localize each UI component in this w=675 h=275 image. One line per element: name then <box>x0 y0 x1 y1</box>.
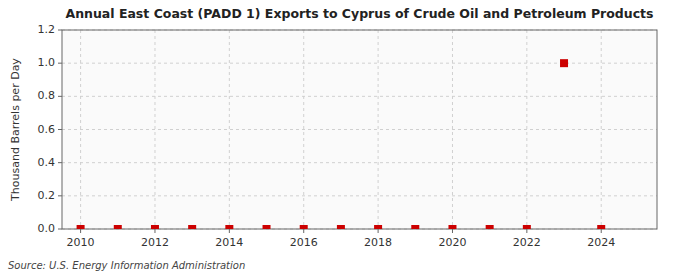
grid-line <box>62 129 657 130</box>
point <box>114 225 122 229</box>
tick-mark <box>452 229 453 233</box>
tick-label: 0.2 <box>38 189 56 202</box>
tick-label: 2024 <box>587 236 615 249</box>
tick-mark <box>526 229 527 233</box>
chart: 0.0 0.2 0.4 0.6 0.8 1.0 1.2 2010 2012 2014 2016 201… <box>0 0 675 275</box>
points <box>77 59 606 229</box>
grid-line <box>62 195 657 196</box>
tick-mark <box>58 129 62 130</box>
tick-label: 1.0 <box>38 56 56 69</box>
grid-line <box>62 162 657 163</box>
tick-label: 2010 <box>67 236 95 249</box>
tick-label: 0.6 <box>38 123 56 136</box>
tick-mark <box>58 96 62 97</box>
tick-mark <box>58 195 62 196</box>
tick-mark <box>229 229 230 233</box>
tick-mark <box>58 30 62 31</box>
point <box>300 225 308 229</box>
tick-label: 2022 <box>513 236 541 249</box>
point <box>263 225 271 229</box>
tick-label: 0.0 <box>38 222 56 235</box>
title: Annual East Coast (PADD 1) Exports to Cy… <box>65 6 653 21</box>
tick-label: 2020 <box>438 236 466 249</box>
tick-mark <box>154 229 155 233</box>
point <box>77 225 85 229</box>
tick-label: 0.4 <box>38 156 56 169</box>
tick-mark <box>58 229 62 230</box>
tick-mark <box>58 162 62 163</box>
grid-line <box>601 30 602 229</box>
tick-label: 2012 <box>141 236 169 249</box>
tick-mark <box>58 63 62 64</box>
grid <box>62 30 657 229</box>
tick-label: 2018 <box>364 236 392 249</box>
tick-mark <box>303 229 304 233</box>
tick-mark <box>601 229 602 233</box>
point <box>486 225 494 229</box>
point <box>337 225 345 229</box>
tick-label: 0.8 <box>38 89 56 102</box>
grid-line <box>378 30 379 229</box>
point <box>225 225 233 229</box>
axis-label: Thousand Barrels per Day <box>9 58 22 202</box>
tick-label: 1.2 <box>38 23 56 36</box>
point <box>523 225 531 229</box>
point <box>188 225 196 229</box>
grid-line <box>154 30 155 229</box>
plot-frame <box>62 30 657 229</box>
point <box>151 225 159 229</box>
point <box>597 225 605 229</box>
point <box>560 59 568 67</box>
point <box>374 225 382 229</box>
grid-line <box>303 30 304 229</box>
grid-line <box>452 30 453 229</box>
grid-line <box>229 30 230 229</box>
tick-mark <box>378 229 379 233</box>
grid-line <box>526 30 527 229</box>
annotation: Source: U.S. Energy Information Administ… <box>8 260 245 271</box>
plot-area <box>62 30 657 229</box>
tick-mark <box>80 229 81 233</box>
grid-line <box>62 96 657 97</box>
tick-label: 2014 <box>215 236 243 249</box>
tick-label: 2016 <box>290 236 318 249</box>
point <box>411 225 419 229</box>
axes: 0.0 0.2 0.4 0.6 0.8 1.0 1.2 2010 2012 2014 2016 201… <box>38 23 616 249</box>
grid-line <box>80 30 81 229</box>
point <box>448 225 456 229</box>
